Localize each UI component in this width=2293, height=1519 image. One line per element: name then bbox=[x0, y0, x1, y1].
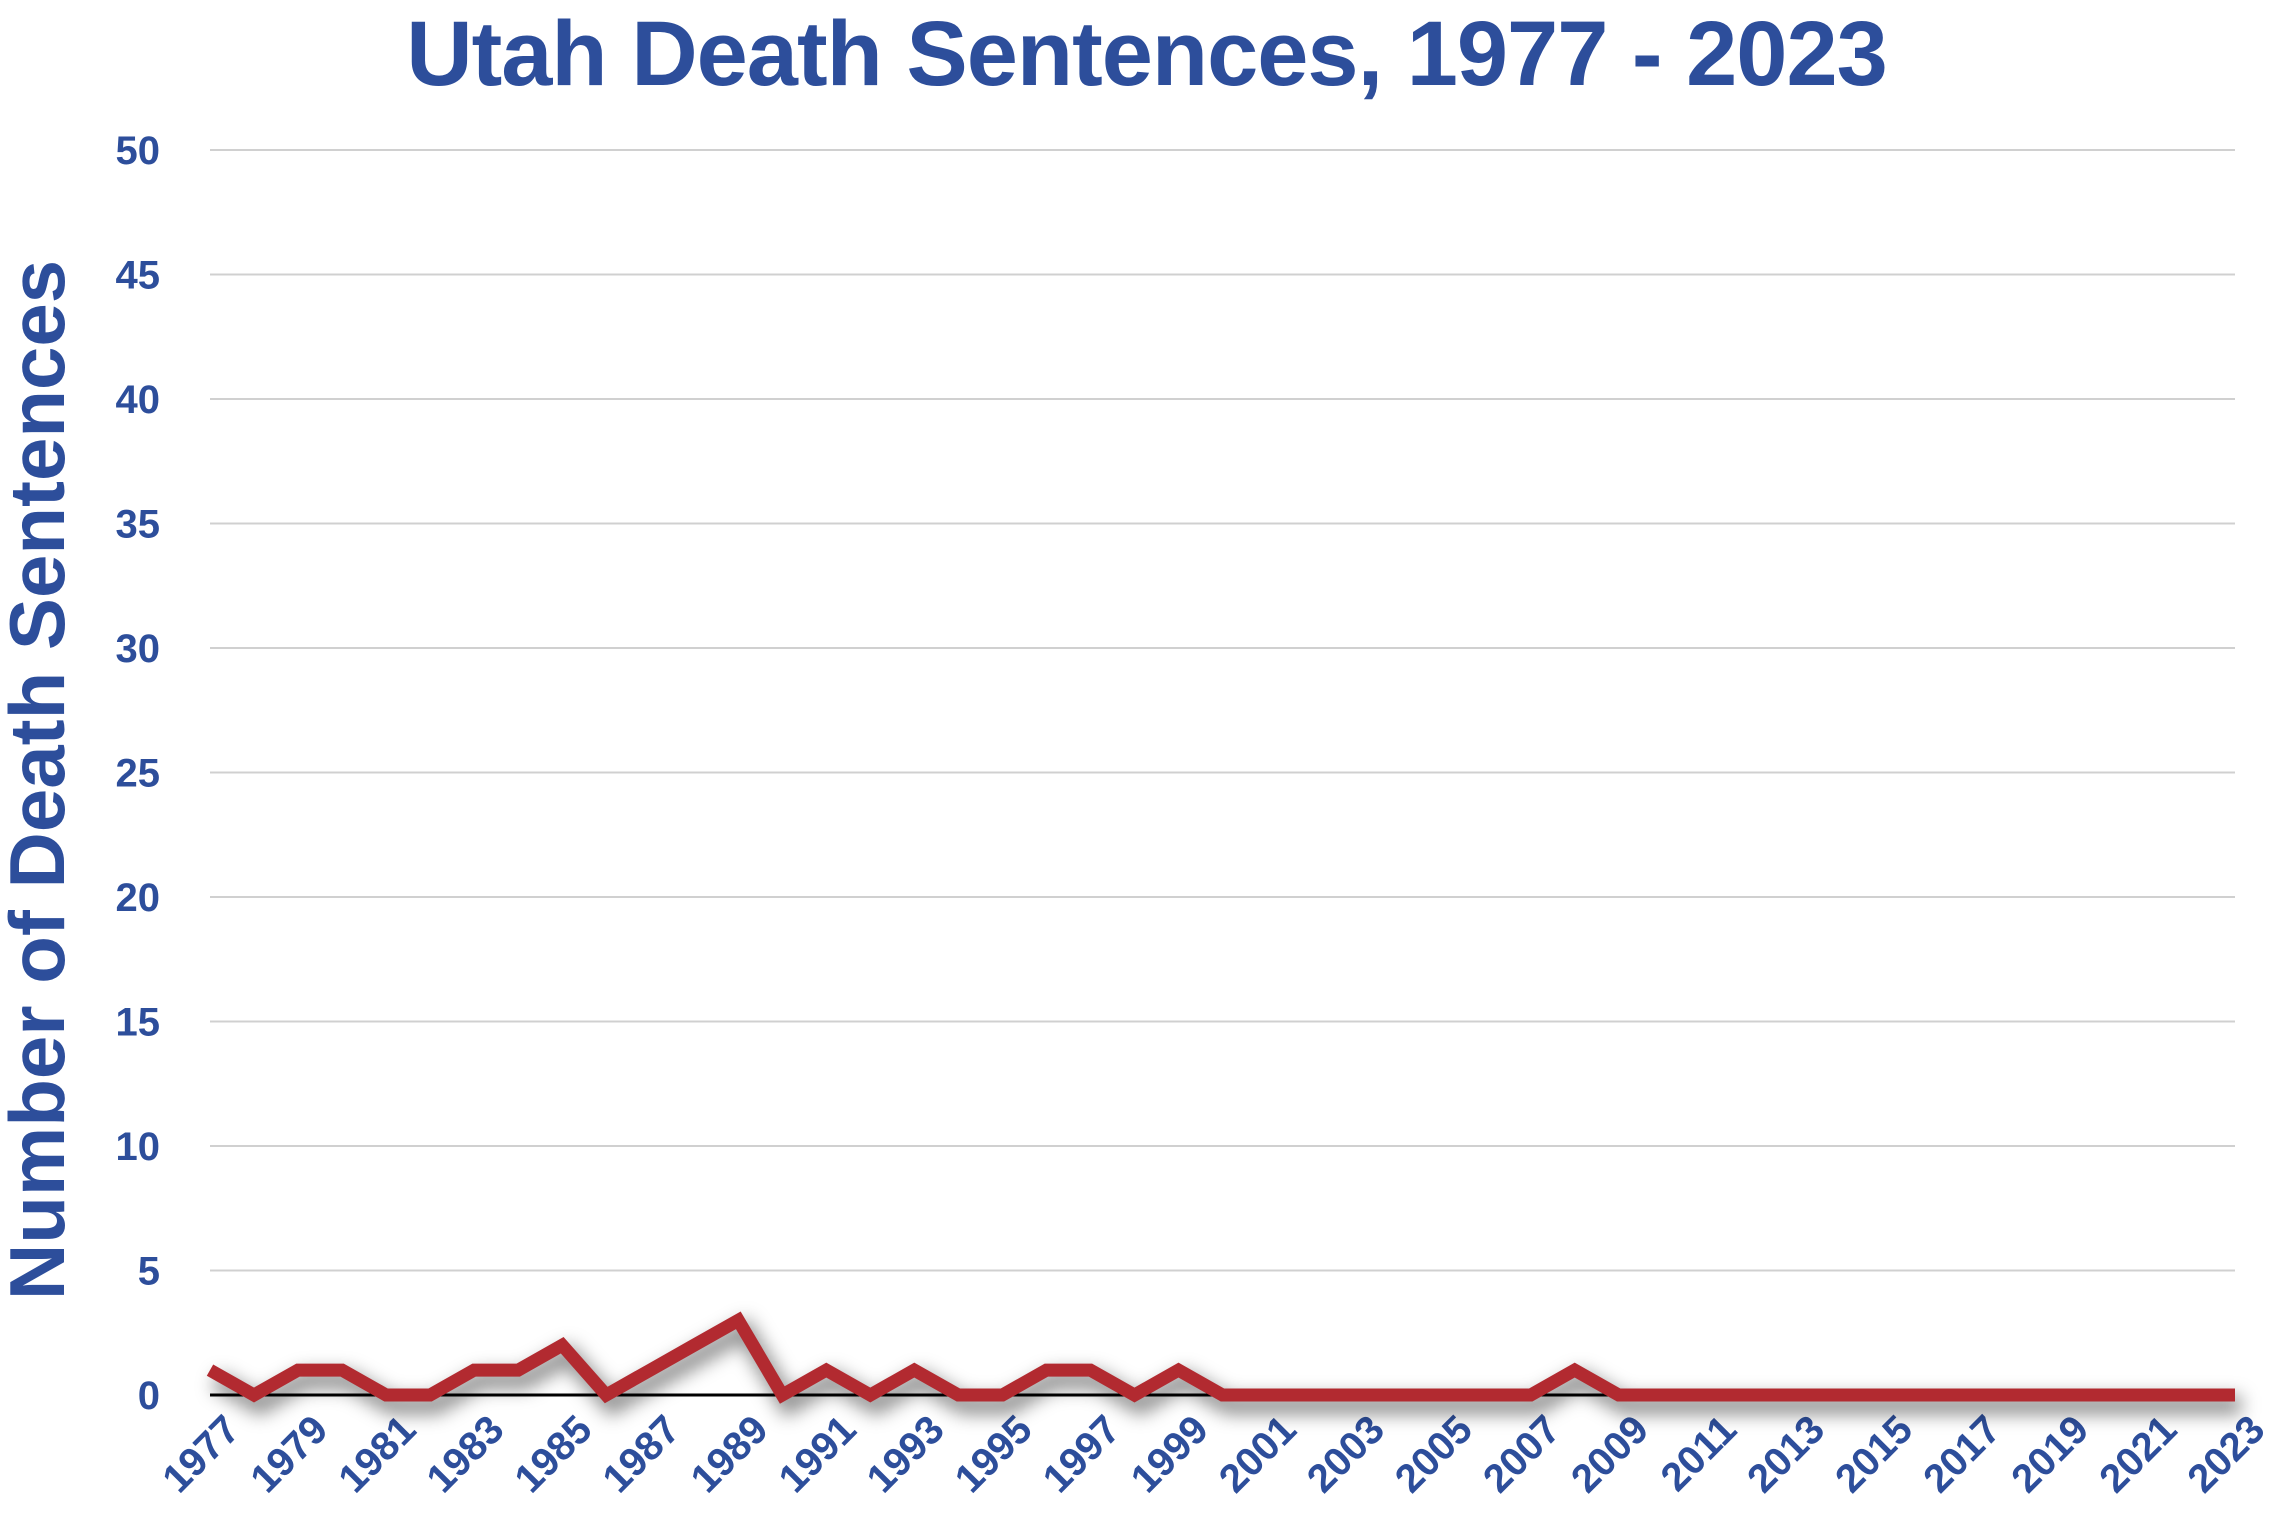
x-tick-label: 2013 bbox=[1739, 1407, 1833, 1501]
x-tick-label: 1985 bbox=[507, 1407, 601, 1501]
x-tick-label: 2001 bbox=[1211, 1407, 1305, 1501]
x-tick-label: 1995 bbox=[947, 1407, 1041, 1501]
series-line-shadow bbox=[211, 1318, 2241, 1418]
x-tick-label: 2011 bbox=[1653, 1407, 1745, 1499]
series-line bbox=[206, 1311, 2235, 1404]
x-tick-label: 1991 bbox=[771, 1407, 865, 1501]
x-tick-label: 2021 bbox=[2091, 1407, 2185, 1501]
x-tick-label: 1989 bbox=[683, 1407, 777, 1501]
x-tick-label: 1993 bbox=[859, 1407, 953, 1501]
x-tick-label: 1983 bbox=[418, 1407, 512, 1501]
gridlines bbox=[210, 149, 2235, 1272]
x-tick-label: 2009 bbox=[1563, 1407, 1657, 1501]
x-tick-label: 2023 bbox=[2179, 1407, 2273, 1501]
y-tick-label: 30 bbox=[116, 627, 161, 671]
y-axis-ticks: 0 5 10 15 20 25 30 35 40 45 50 bbox=[116, 129, 161, 1418]
y-tick-label: 50 bbox=[116, 129, 161, 173]
x-tick-label: 2017 bbox=[1915, 1407, 2009, 1501]
x-tick-label: 2007 bbox=[1475, 1407, 1569, 1501]
y-tick-label: 10 bbox=[116, 1125, 161, 1169]
y-axis-label: Number of Death Sentences bbox=[0, 260, 81, 1300]
y-tick-label: 35 bbox=[116, 503, 161, 547]
x-tick-label: 1999 bbox=[1123, 1407, 1217, 1501]
y-tick-label: 20 bbox=[116, 876, 161, 920]
y-tick-label: 40 bbox=[116, 378, 161, 422]
x-axis-ticks: 1977197919811983198519871989199119931995… bbox=[154, 1407, 2273, 1501]
y-tick-label: 25 bbox=[116, 752, 161, 796]
y-tick-label: 5 bbox=[138, 1250, 160, 1294]
x-tick-label: 2019 bbox=[2003, 1407, 2097, 1501]
y-tick-label: 45 bbox=[116, 254, 161, 298]
x-tick-label: 2003 bbox=[1299, 1407, 1393, 1501]
y-tick-label: 0 bbox=[138, 1374, 160, 1418]
x-tick-label: 1987 bbox=[595, 1407, 689, 1501]
x-tick-label: 2015 bbox=[1827, 1407, 1921, 1501]
chart-title: Utah Death Sentences, 1977 - 2023 bbox=[406, 3, 1888, 105]
y-tick-label: 15 bbox=[116, 1001, 161, 1045]
x-tick-label: 1997 bbox=[1035, 1407, 1129, 1501]
x-tick-label: 1981 bbox=[330, 1407, 424, 1501]
x-tick-label: 1977 bbox=[154, 1407, 248, 1501]
x-tick-label: 2005 bbox=[1387, 1407, 1481, 1501]
x-tick-label: 1979 bbox=[242, 1407, 336, 1501]
